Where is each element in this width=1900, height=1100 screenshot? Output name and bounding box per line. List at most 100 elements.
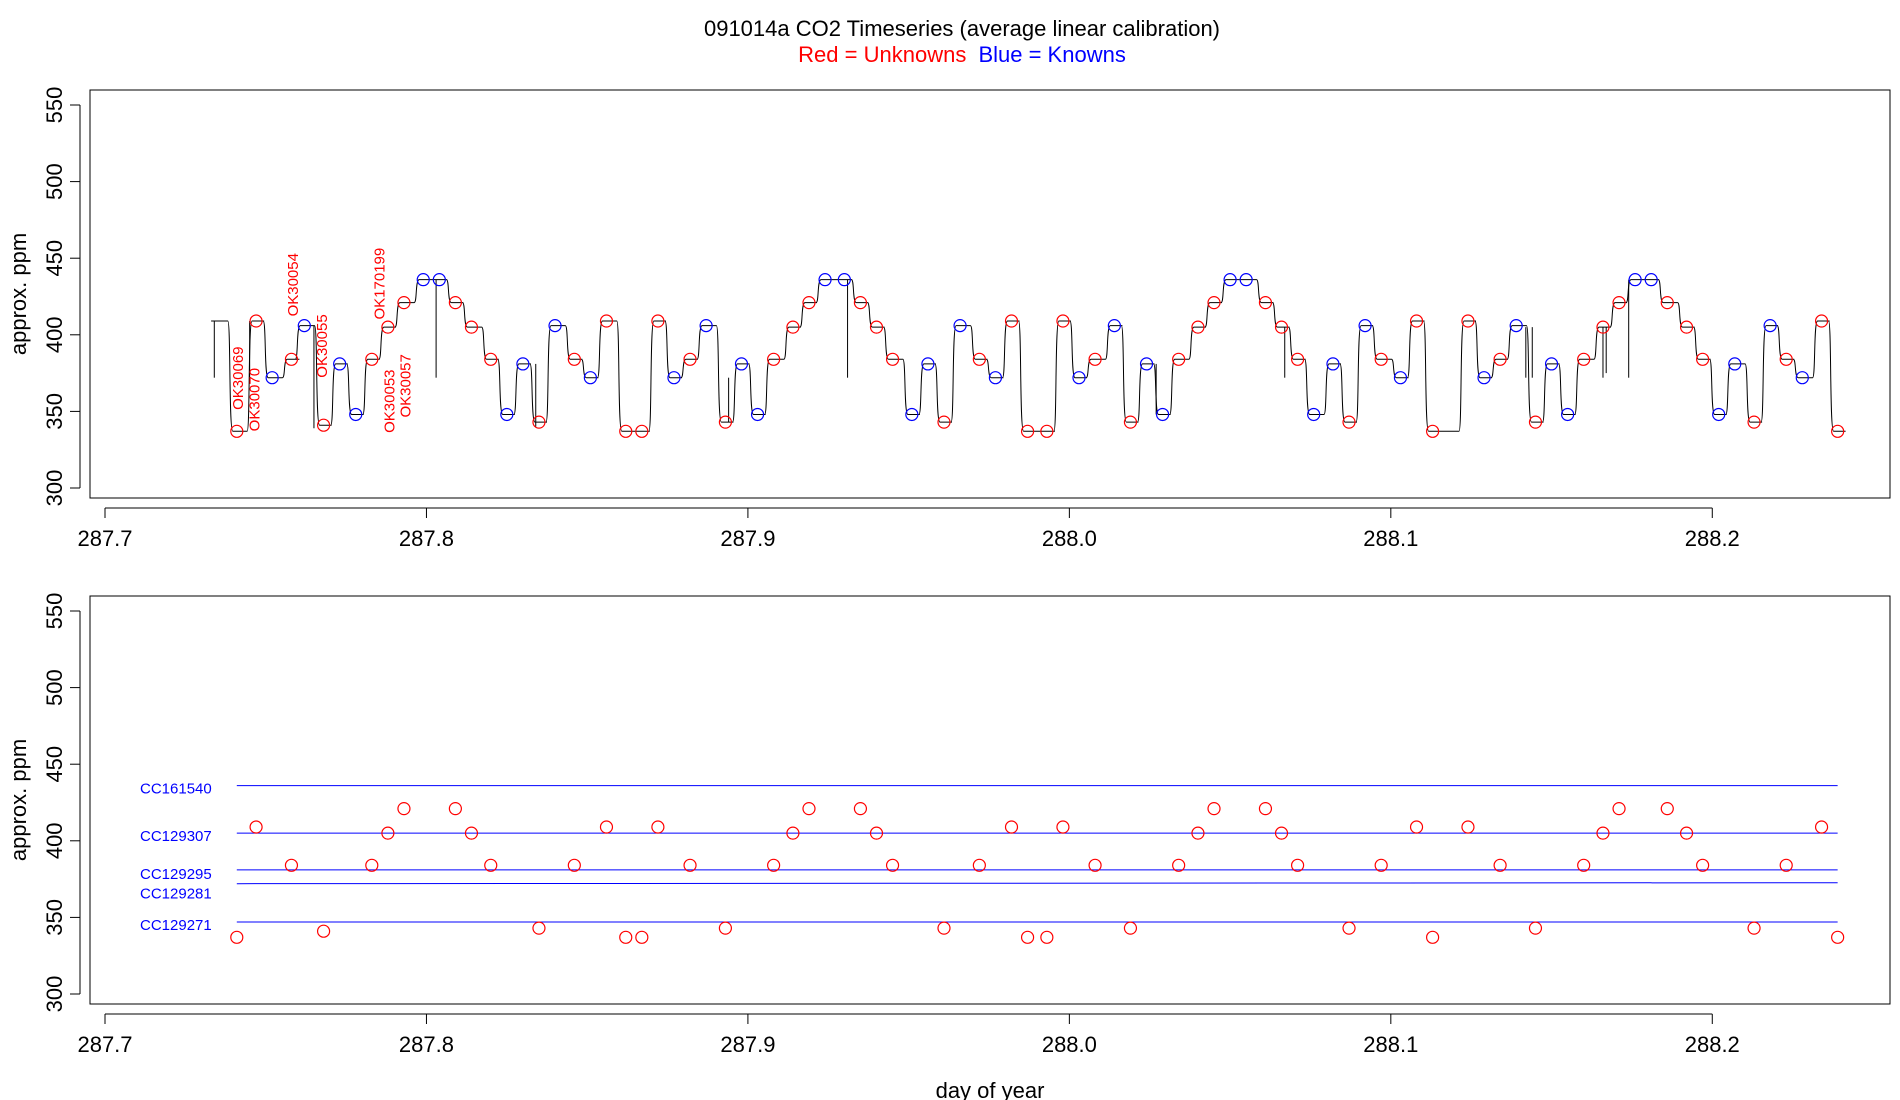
- unknown-point: [802, 296, 816, 310]
- standard-label: CC161540: [140, 781, 212, 798]
- unknown-point: [230, 930, 244, 944]
- unknown-point: [1577, 352, 1591, 366]
- x-tick-label: 287.7: [77, 526, 132, 551]
- sample-annotation: OK30070: [246, 368, 263, 431]
- unknown-point: [1493, 858, 1507, 872]
- standard-label: CC129295: [140, 866, 212, 883]
- unknown-point: [567, 858, 581, 872]
- y-tick-label: 400: [42, 316, 67, 353]
- sample-annotation: OK30069: [230, 346, 247, 409]
- x-tick-label: 288.0: [1042, 1032, 1097, 1057]
- known-point: [265, 371, 279, 385]
- unknown-point: [1258, 296, 1273, 310]
- standard-label: CC129307: [140, 828, 212, 845]
- known-point: [1644, 273, 1658, 287]
- unknown-point: [1660, 802, 1674, 816]
- known-point: [1239, 273, 1253, 287]
- unknown-point: [1172, 858, 1186, 872]
- unknown-point: [1409, 820, 1424, 834]
- x-tick-label: 287.9: [720, 526, 775, 551]
- unknown-point: [599, 820, 614, 834]
- unknown-point: [484, 858, 498, 872]
- unknown-point: [1461, 820, 1475, 834]
- unknown-point: [1290, 352, 1305, 366]
- unknown-point: [1493, 352, 1507, 366]
- calibration-plot: 287.7 287.8 287.9 288.0 288.1 288.2 300 350 400 4…: [6, 593, 1891, 1100]
- unknown-point: [381, 320, 395, 334]
- chart-legend: Red = Unknowns Blue = Knowns: [798, 42, 1126, 67]
- unknown-point: [1123, 921, 1138, 935]
- unknown-point: [767, 352, 781, 366]
- unknown-point: [1596, 320, 1610, 334]
- known-point: [500, 407, 514, 422]
- known-point: [297, 319, 311, 333]
- known-point: [1072, 371, 1086, 385]
- unknown-point: [284, 352, 299, 366]
- known-point: [416, 273, 430, 287]
- unknown-point: [397, 296, 411, 310]
- unknown-point: [1374, 858, 1388, 872]
- unknown-point: [1814, 314, 1829, 328]
- unknown-point: [1274, 826, 1289, 840]
- unknown-point: [972, 858, 986, 872]
- known-point: [837, 273, 851, 287]
- unknown-point: [972, 352, 986, 366]
- unknown-point: [1274, 320, 1289, 334]
- unknown-point: [1577, 858, 1591, 872]
- unknown-point: [1342, 921, 1356, 935]
- unknown-point: [1258, 802, 1273, 816]
- known-point: [333, 357, 347, 371]
- x-tick-label: 288.2: [1685, 1032, 1740, 1057]
- unknown-point: [1191, 320, 1205, 334]
- sample-annotation: OK30054: [285, 253, 302, 316]
- unknown-point: [1528, 921, 1543, 935]
- standard-label: CC129271: [140, 917, 212, 934]
- unknown-point: [1528, 415, 1543, 429]
- unknown-point: [532, 415, 546, 429]
- known-point: [953, 319, 967, 333]
- unknown-point: [448, 296, 462, 310]
- unknown-point: [786, 826, 800, 840]
- known-point: [516, 357, 530, 371]
- y-tick-label: 400: [42, 822, 67, 859]
- plot-frame: [89, 89, 1891, 499]
- known-point: [905, 407, 919, 422]
- unknown-point: [1020, 424, 1035, 438]
- unknown-point: [1747, 415, 1761, 429]
- unknown-point: [767, 858, 781, 872]
- known-point: [1393, 371, 1408, 385]
- unknown-point: [1779, 858, 1793, 872]
- unknown-point: [885, 352, 900, 366]
- sample-annotation: OK30057: [397, 354, 414, 417]
- unknown-point: [1831, 424, 1845, 438]
- known-point: [1477, 371, 1491, 385]
- unknown-point: [853, 296, 868, 310]
- unknown-point: [397, 802, 411, 816]
- unknown-point: [1088, 858, 1102, 872]
- unknown-point: [1172, 352, 1186, 366]
- unknown-point: [635, 424, 649, 438]
- known-point: [349, 407, 363, 422]
- plot-frame: [89, 595, 1891, 1005]
- unknown-point: [1612, 296, 1626, 310]
- unknown-point: [381, 826, 395, 840]
- unknown-point: [802, 802, 816, 816]
- unknown-point: [284, 858, 299, 872]
- sample-annotation: OK30053: [381, 369, 398, 432]
- y-tick-label: 450: [42, 746, 67, 783]
- unknown-point: [869, 320, 884, 334]
- known-point: [1223, 273, 1237, 287]
- known-point: [1628, 273, 1642, 287]
- unknown-point: [365, 352, 379, 366]
- known-point: [1307, 407, 1321, 422]
- unknown-point: [937, 415, 951, 429]
- y-tick-label: 550: [42, 87, 67, 124]
- unknown-point: [249, 314, 263, 328]
- unknown-point: [1123, 415, 1138, 429]
- unknown-point: [1191, 826, 1205, 840]
- x-tick-label: 287.8: [399, 1032, 454, 1057]
- unknown-point: [937, 921, 951, 935]
- unknown-point: [1088, 352, 1102, 366]
- x-axis-label: day of year: [936, 1078, 1045, 1100]
- known-point: [818, 273, 832, 287]
